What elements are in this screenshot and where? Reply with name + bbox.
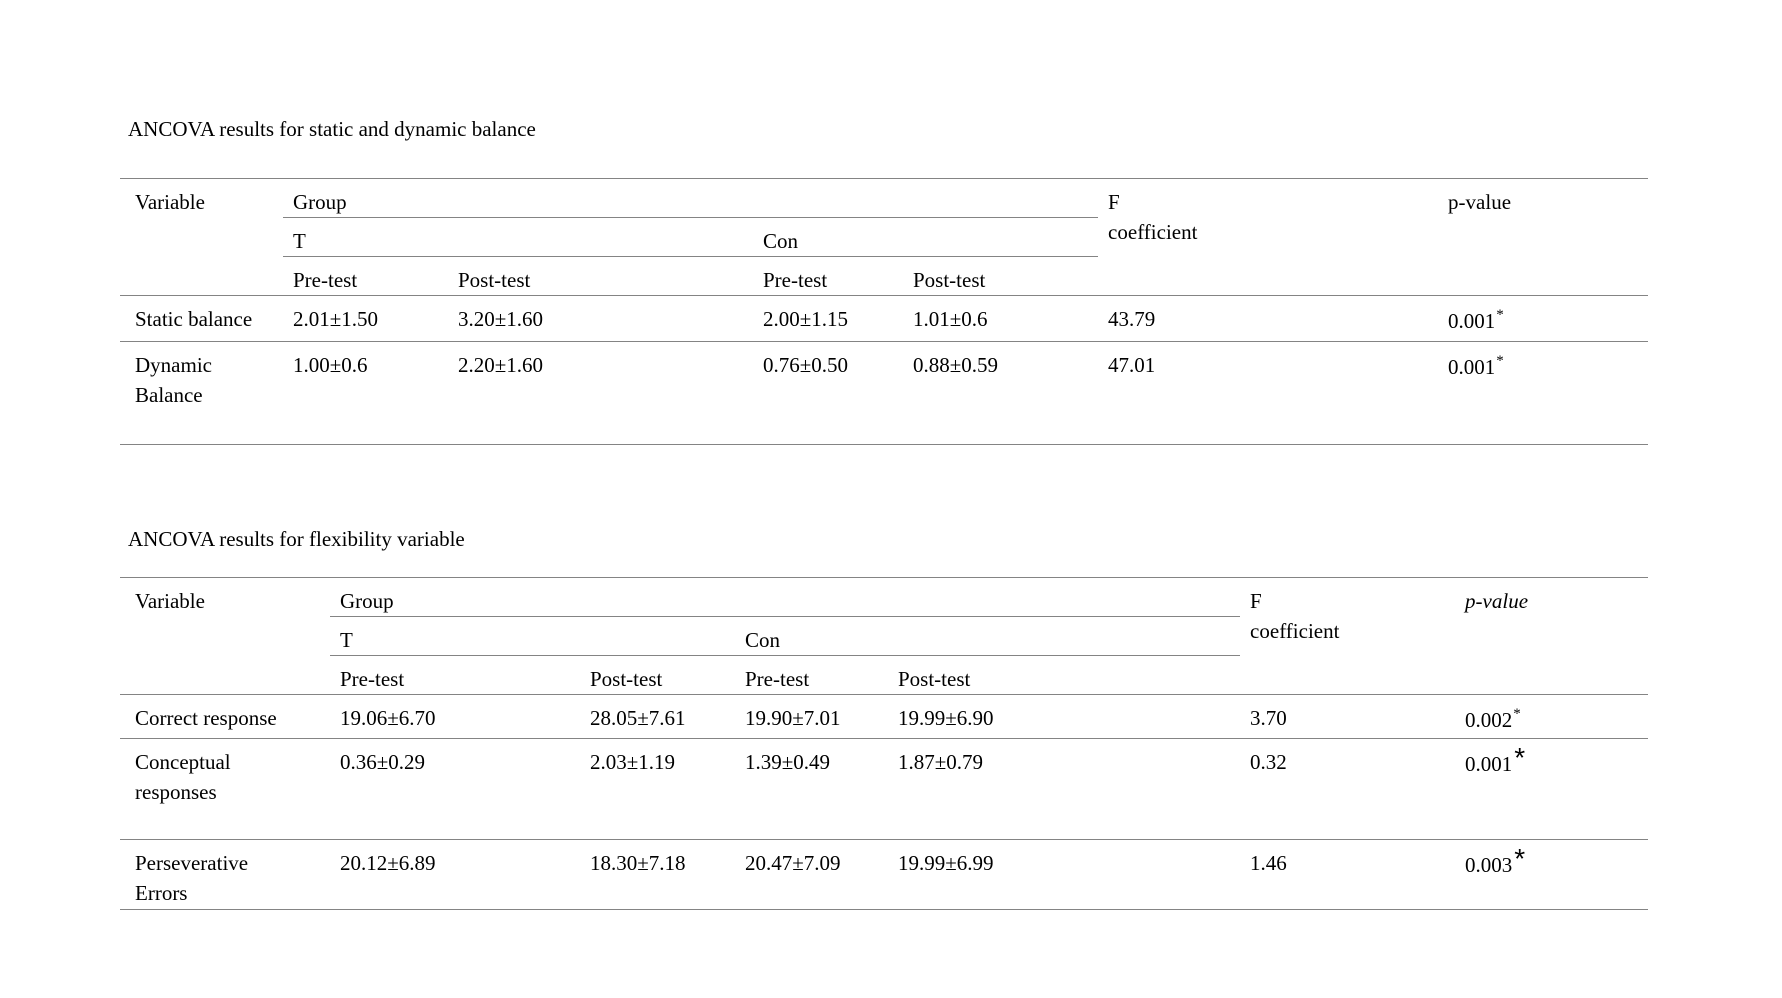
cell-t-pre: 20.12±6.89 <box>330 839 580 910</box>
p-value-text: 0.001 <box>1465 752 1513 776</box>
header-t-post-test: Post-test <box>448 256 753 296</box>
table-2-title: ANCOVA results for flexibility variable <box>128 527 465 551</box>
cell-con-post: 19.99±6.90 <box>888 694 1241 739</box>
significance-star-large: * <box>1514 742 1526 773</box>
header-con-post-test: Post-test <box>903 256 1099 296</box>
header-f-coefficient: F coefficient <box>1240 577 1456 695</box>
cell-t-pre: 19.06±6.70 <box>330 694 580 739</box>
p-value-text: 0.001 <box>1448 309 1496 333</box>
cell-p-value: 0.001* <box>1455 738 1649 840</box>
cell-con-pre: 19.90±7.01 <box>735 694 888 739</box>
cell-p-value: 0.002* <box>1455 694 1649 739</box>
header-variable: Variable <box>120 577 330 695</box>
header-group: Group <box>283 178 1099 218</box>
row-label: Conceptual responses <box>120 738 330 840</box>
cell-con-pre: 0.76±0.50 <box>753 341 903 445</box>
cell-con-post: 1.87±0.79 <box>888 738 1241 840</box>
header-p-value: p-value <box>1455 577 1649 695</box>
cell-p-value: 0.003* <box>1455 839 1649 910</box>
header-con-pre-test: Pre-test <box>735 655 888 695</box>
cell-con-pre: 1.39±0.49 <box>735 738 888 840</box>
cell-f-coefficient: 47.01 <box>1098 341 1439 445</box>
header-group: Group <box>330 577 1241 617</box>
cell-con-post: 0.88±0.59 <box>903 341 1099 445</box>
cell-t-post: 2.03±1.19 <box>580 738 735 840</box>
header-f-coefficient: F coefficient <box>1098 178 1439 296</box>
header-con-post-test: Post-test <box>888 655 1241 695</box>
header-p-value: p-value <box>1438 178 1649 296</box>
cell-t-pre: 2.01±1.50 <box>283 295 448 342</box>
table-row: Correct response 19.06±6.70 28.05±7.61 1… <box>120 694 1649 739</box>
cell-t-post: 18.30±7.18 <box>580 839 735 910</box>
header-t-pre-test: Pre-test <box>283 256 448 296</box>
cell-t-post: 2.20±1.60 <box>448 341 753 445</box>
p-value-text: 0.002 <box>1465 708 1513 732</box>
header-group-con: Con <box>753 217 1099 257</box>
cell-con-pre: 2.00±1.15 <box>753 295 903 342</box>
table-row: Conceptual responses 0.36±0.29 2.03±1.19… <box>120 738 1649 840</box>
ancova-flexibility-table: Variable Group F coefficient p-value T C… <box>120 577 1649 910</box>
cell-f-coefficient: 3.70 <box>1240 694 1456 739</box>
row-label: Static balance <box>120 295 283 342</box>
header-t-pre-test: Pre-test <box>330 655 580 695</box>
significance-star-large: * <box>1514 843 1526 874</box>
significance-star: * <box>1496 353 1504 369</box>
header-con-pre-test: Pre-test <box>753 256 903 296</box>
row-label: Correct response <box>120 694 330 739</box>
table-row: Dynamic Balance 1.00±0.6 2.20±1.60 0.76±… <box>120 341 1649 445</box>
header-variable: Variable <box>120 178 283 296</box>
cell-t-post: 28.05±7.61 <box>580 694 735 739</box>
ancova-balance-table: Variable Group F coefficient p-value T C… <box>120 178 1649 445</box>
header-group-t: T <box>283 217 753 257</box>
cell-con-pre: 20.47±7.09 <box>735 839 888 910</box>
p-value-text: 0.003 <box>1465 853 1513 877</box>
row-label: Perseverative Errors <box>120 839 330 910</box>
table-row: Perseverative Errors 20.12±6.89 18.30±7.… <box>120 839 1649 910</box>
cell-t-pre: 0.36±0.29 <box>330 738 580 840</box>
significance-star: * <box>1496 307 1504 323</box>
cell-t-pre: 1.00±0.6 <box>283 341 448 445</box>
p-value-text: 0.001 <box>1448 355 1496 379</box>
row-label: Dynamic Balance <box>120 341 283 445</box>
table-row: Static balance 2.01±1.50 3.20±1.60 2.00±… <box>120 295 1649 342</box>
cell-con-post: 1.01±0.6 <box>903 295 1099 342</box>
cell-f-coefficient: 43.79 <box>1098 295 1439 342</box>
header-group-con: Con <box>735 616 1241 656</box>
cell-f-coefficient: 1.46 <box>1240 839 1456 910</box>
header-group-t: T <box>330 616 735 656</box>
cell-con-post: 19.99±6.99 <box>888 839 1241 910</box>
cell-f-coefficient: 0.32 <box>1240 738 1456 840</box>
cell-p-value: 0.001* <box>1438 341 1649 445</box>
header-t-post-test: Post-test <box>580 655 735 695</box>
significance-star: * <box>1513 706 1521 722</box>
cell-t-post: 3.20±1.60 <box>448 295 753 342</box>
cell-p-value: 0.001* <box>1438 295 1649 342</box>
table-1-title: ANCOVA results for static and dynamic ba… <box>128 117 536 141</box>
